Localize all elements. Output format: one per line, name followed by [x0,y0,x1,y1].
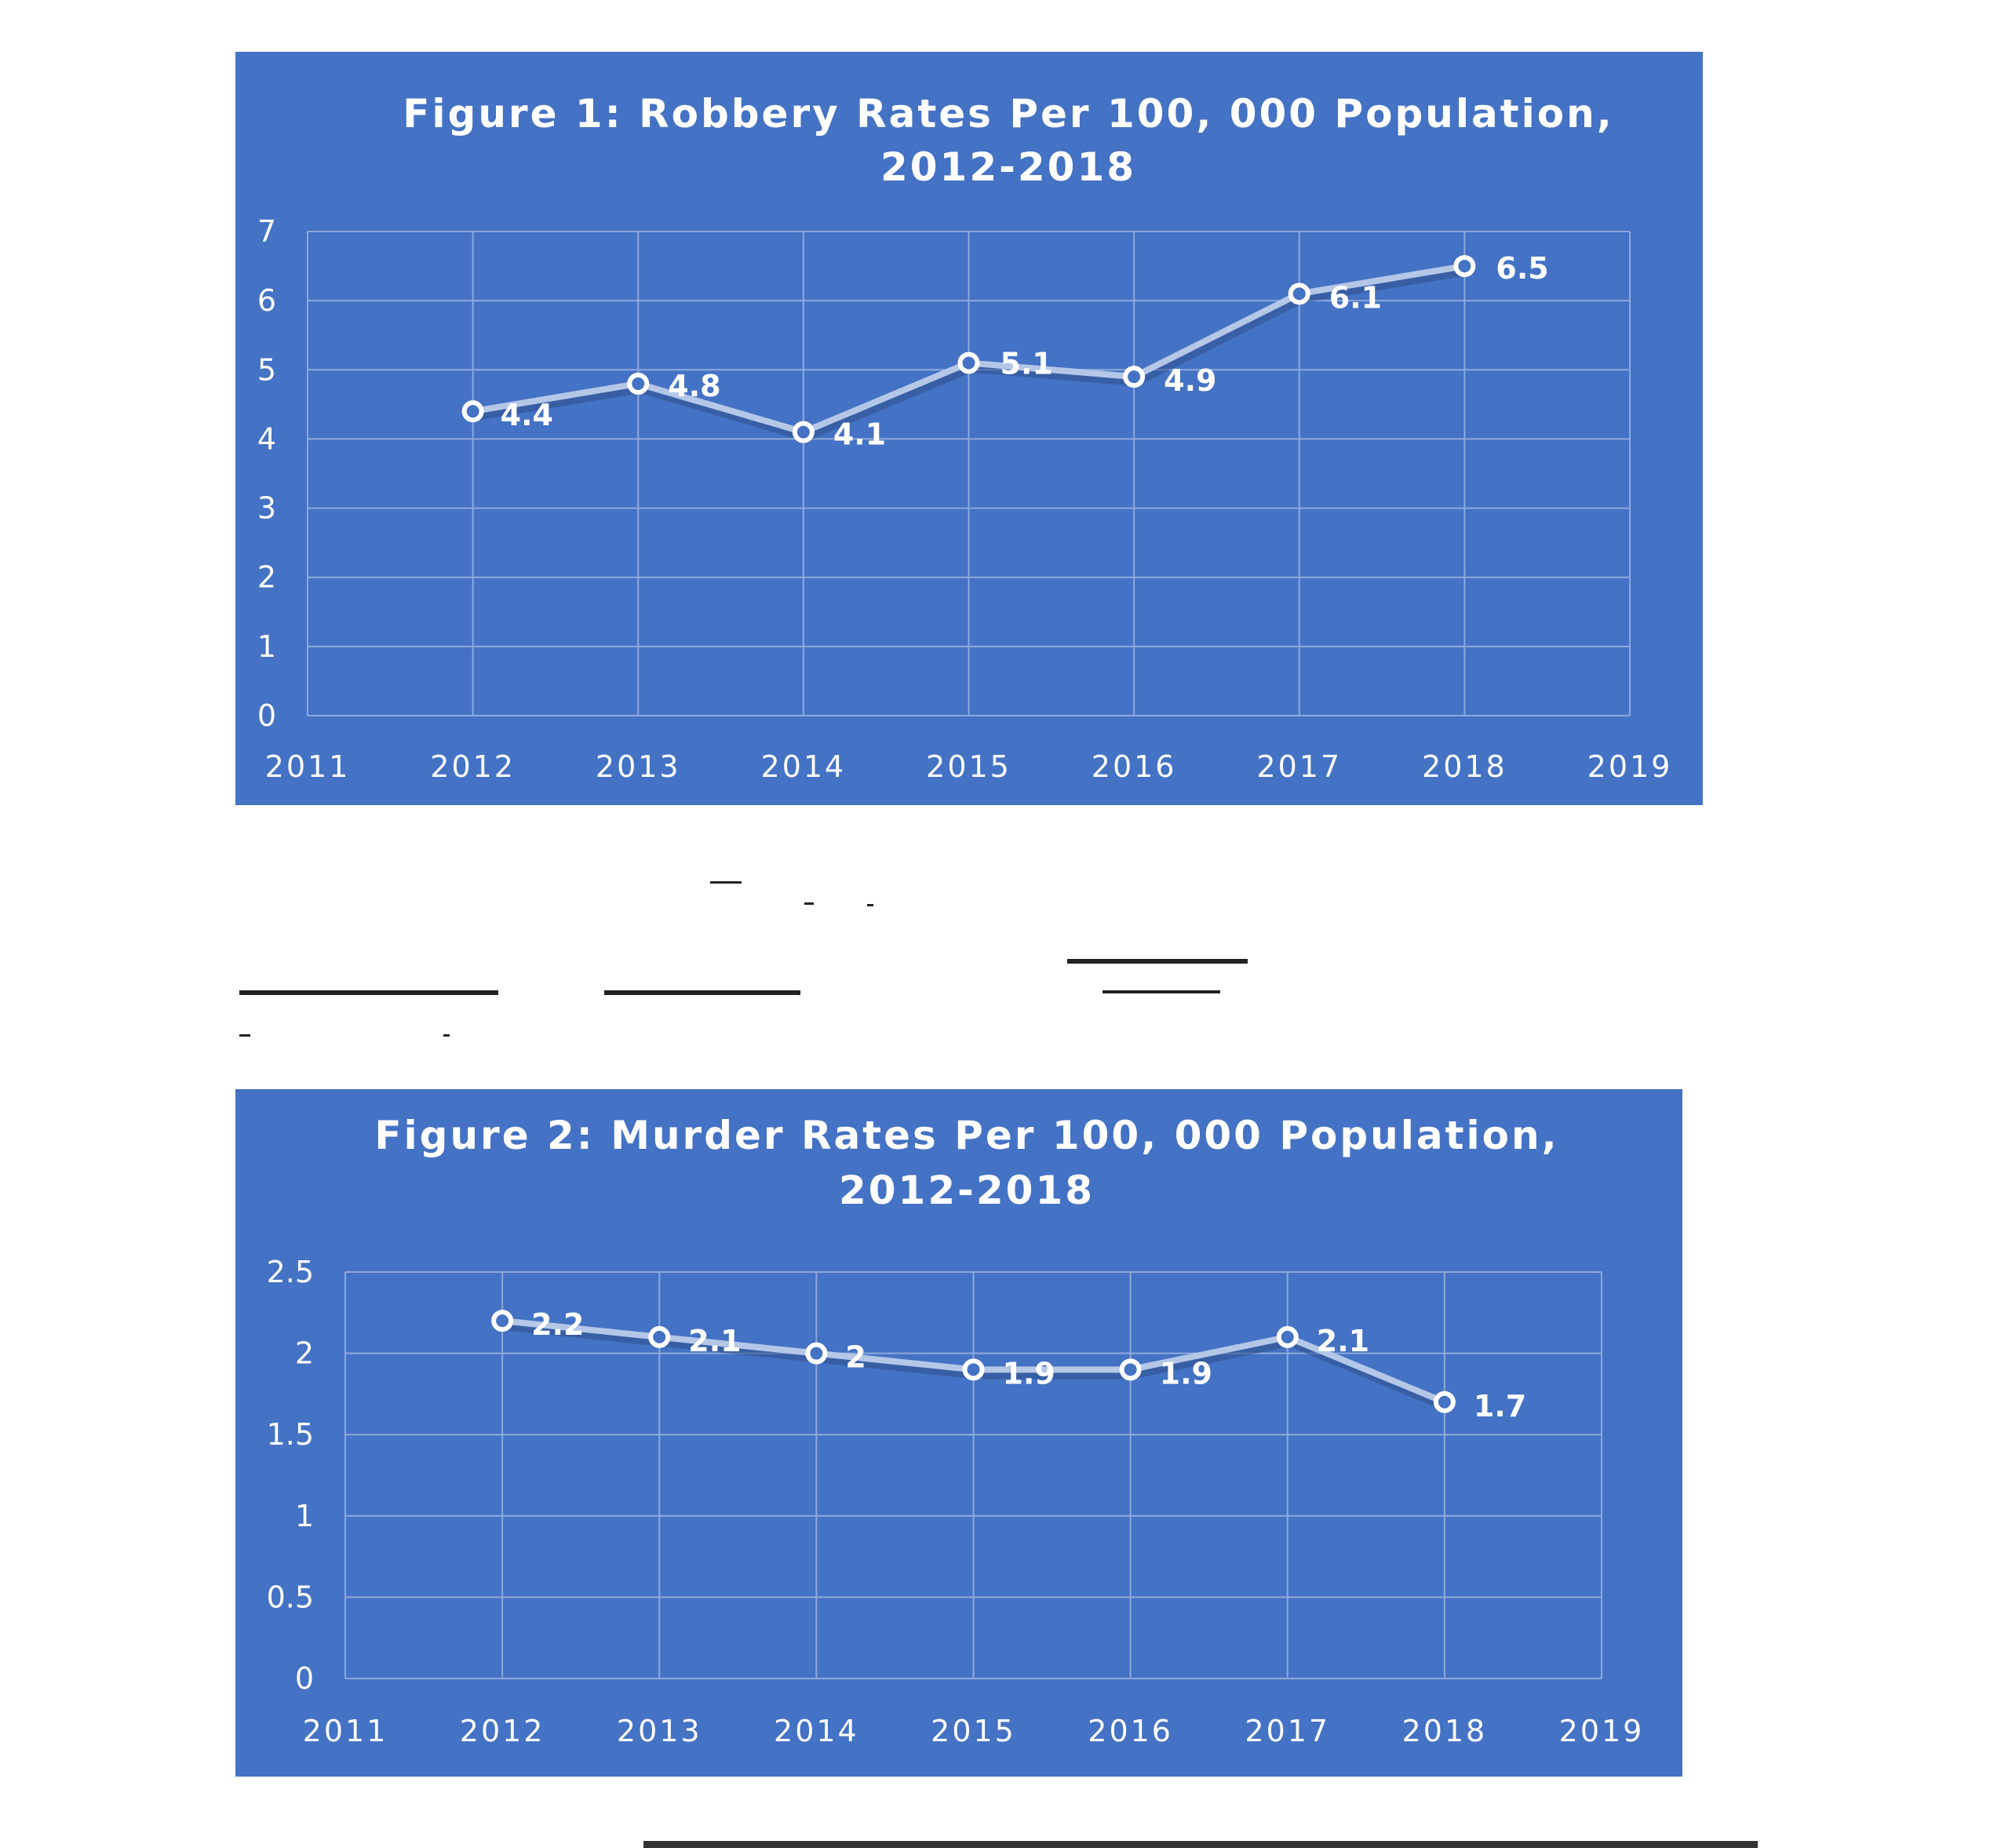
text-fragment [1103,990,1220,993]
data-point-marker [1123,366,1146,388]
data-point-marker [648,1325,671,1348]
y-tick-label: 5 [257,352,276,387]
data-point-marker [461,400,484,423]
data-label: 2.2 [531,1307,584,1342]
data-label: 6.5 [1496,251,1548,286]
chart-title-line-1: Figure 2: Murder Rates Per 100, 000 Popu… [374,1113,1558,1158]
data-label: 1.7 [1474,1389,1526,1423]
data-label: 2.1 [688,1324,741,1358]
y-tick-label: 2 [257,560,276,595]
data-point-marker [957,352,980,374]
chart-title-line-2: 2012-2018 [839,1168,1095,1213]
x-tick-label: 2011 [303,1714,388,1748]
data-point-marker [1276,1325,1299,1348]
data-label: 1.9 [1003,1356,1055,1391]
chart-robbery-rates: Figure 1: Robbery Rates Per 100, 000 Pop… [235,52,1703,805]
x-tick-label: 2013 [596,749,681,784]
x-tick-label: 2015 [931,1714,1016,1748]
y-tick-label: 1.5 [267,1417,314,1452]
data-label: 6.1 [1329,280,1382,315]
data-label: 2.1 [1317,1324,1369,1358]
data-label: 1.9 [1160,1356,1212,1391]
y-tick-label: 2 [295,1336,314,1371]
text-fragment [643,1841,1758,1848]
x-tick-label: 2015 [926,749,1011,784]
x-tick-label: 2017 [1256,749,1342,784]
x-tick-label: 2013 [617,1714,702,1748]
data-point-marker [1433,1391,1456,1413]
data-label: 4.4 [501,398,553,432]
data-label: 4.1 [833,417,886,452]
data-point-marker [962,1358,985,1381]
chart-title-line-1: Figure 1: Robbery Rates Per 100, 000 Pop… [403,91,1614,137]
x-tick-label: 2012 [460,1714,545,1748]
y-tick-label: 4 [257,421,276,456]
x-tick-label: 2014 [761,749,847,784]
y-tick-label: 0.5 [267,1580,314,1614]
text-fragment [443,1034,450,1037]
text-fragment [1067,959,1248,964]
x-tick-label: 2018 [1422,749,1507,784]
chart-murder-svg: Figure 2: Murder Rates Per 100, 000 Popu… [267,1113,1645,1748]
data-point-marker [1119,1358,1142,1381]
y-tick-label: 2.5 [267,1255,314,1289]
chart-title-line-2: 2012-2018 [880,144,1136,190]
text-fragment [867,904,873,906]
data-label: 2 [845,1340,866,1375]
x-tick-label: 2017 [1245,1714,1330,1748]
text-fragment [804,902,814,905]
text-fragment [239,990,498,995]
data-point-marker [491,1310,514,1332]
data-point-marker [805,1342,828,1365]
data-label: 4.9 [1164,363,1216,398]
data-point-marker [1288,282,1310,305]
data-point-marker [792,421,815,443]
x-tick-label: 2011 [265,749,351,784]
y-tick-label: 7 [257,214,276,249]
x-tick-label: 2019 [1587,749,1673,784]
x-tick-label: 2014 [774,1714,859,1748]
x-tick-label: 2012 [430,749,516,784]
x-tick-label: 2018 [1402,1714,1488,1748]
y-tick-label: 3 [257,491,276,526]
y-tick-label: 0 [257,698,276,733]
data-label: 5.1 [1000,346,1053,381]
data-label: 4.8 [668,369,720,403]
y-tick-label: 1 [257,629,276,664]
text-fragment [604,990,800,995]
chart-robbery-svg: Figure 1: Robbery Rates Per 100, 000 Pop… [257,91,1673,784]
y-tick-label: 0 [295,1661,314,1696]
x-tick-label: 2016 [1092,749,1177,784]
chart-murder-rates: Figure 2: Murder Rates Per 100, 000 Popu… [235,1089,1682,1777]
text-fragment [239,1034,250,1037]
y-tick-label: 6 [257,283,276,318]
x-tick-label: 2016 [1088,1714,1173,1748]
text-fragment [710,881,742,884]
x-tick-label: 2019 [1559,1714,1645,1748]
y-tick-label: 1 [295,1499,314,1533]
data-point-marker [627,372,650,395]
data-point-marker [1453,255,1476,278]
